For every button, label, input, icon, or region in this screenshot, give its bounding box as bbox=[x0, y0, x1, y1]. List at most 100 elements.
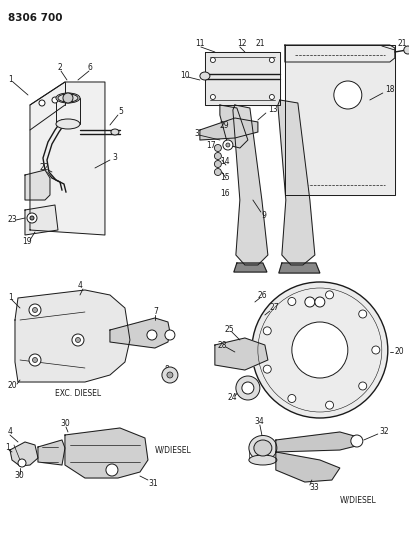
Circle shape bbox=[210, 94, 215, 100]
Ellipse shape bbox=[111, 129, 119, 135]
Text: 21: 21 bbox=[397, 39, 406, 49]
Circle shape bbox=[263, 365, 271, 373]
Polygon shape bbox=[204, 52, 279, 105]
Circle shape bbox=[314, 297, 324, 307]
Text: W/DIESEL: W/DIESEL bbox=[339, 496, 375, 505]
Text: 16: 16 bbox=[219, 189, 229, 198]
Circle shape bbox=[325, 291, 333, 299]
Text: 11: 11 bbox=[194, 39, 204, 49]
Polygon shape bbox=[30, 82, 105, 235]
Circle shape bbox=[263, 327, 271, 335]
Text: 1: 1 bbox=[8, 294, 13, 303]
Text: 2: 2 bbox=[58, 63, 63, 72]
Circle shape bbox=[287, 394, 295, 402]
Circle shape bbox=[371, 346, 379, 354]
Circle shape bbox=[214, 152, 221, 159]
Text: EXC. DIESEL: EXC. DIESEL bbox=[55, 390, 101, 399]
Circle shape bbox=[333, 81, 361, 109]
Text: 1: 1 bbox=[8, 76, 13, 85]
Polygon shape bbox=[219, 105, 247, 148]
Text: 25: 25 bbox=[225, 326, 234, 335]
Polygon shape bbox=[65, 428, 148, 478]
Text: 32: 32 bbox=[379, 427, 389, 437]
Text: 7: 7 bbox=[153, 308, 157, 317]
Text: 34: 34 bbox=[254, 417, 264, 426]
Circle shape bbox=[75, 337, 80, 343]
Text: 4: 4 bbox=[78, 281, 83, 290]
Circle shape bbox=[106, 464, 118, 476]
Circle shape bbox=[27, 213, 37, 223]
Circle shape bbox=[29, 304, 41, 316]
Text: 15: 15 bbox=[219, 173, 229, 182]
Ellipse shape bbox=[248, 435, 276, 461]
Polygon shape bbox=[277, 100, 314, 265]
Circle shape bbox=[52, 97, 58, 103]
Polygon shape bbox=[200, 118, 257, 140]
Circle shape bbox=[350, 435, 362, 447]
Circle shape bbox=[304, 297, 314, 307]
Text: 22: 22 bbox=[40, 163, 49, 172]
Circle shape bbox=[39, 100, 45, 106]
Text: 28: 28 bbox=[217, 341, 227, 350]
Circle shape bbox=[287, 297, 295, 305]
Text: 33: 33 bbox=[309, 483, 319, 492]
Text: W/DIESEL: W/DIESEL bbox=[155, 446, 191, 455]
Text: 21: 21 bbox=[255, 39, 264, 49]
Polygon shape bbox=[25, 170, 50, 200]
Polygon shape bbox=[10, 442, 38, 466]
Text: 13: 13 bbox=[267, 106, 277, 115]
Text: 30: 30 bbox=[60, 419, 70, 429]
Ellipse shape bbox=[56, 93, 80, 103]
Polygon shape bbox=[110, 318, 169, 348]
Polygon shape bbox=[233, 263, 266, 272]
Circle shape bbox=[214, 168, 221, 175]
Text: 12: 12 bbox=[236, 39, 246, 49]
Circle shape bbox=[214, 160, 221, 167]
Ellipse shape bbox=[200, 72, 209, 80]
Polygon shape bbox=[214, 338, 267, 370]
Circle shape bbox=[269, 58, 274, 62]
Text: 24: 24 bbox=[227, 393, 237, 402]
Ellipse shape bbox=[56, 119, 80, 129]
Circle shape bbox=[162, 367, 178, 383]
Polygon shape bbox=[275, 432, 359, 452]
Polygon shape bbox=[278, 263, 319, 273]
Circle shape bbox=[358, 382, 366, 390]
Circle shape bbox=[214, 144, 221, 151]
Text: 14: 14 bbox=[219, 157, 229, 166]
Text: 31: 31 bbox=[148, 479, 157, 488]
Circle shape bbox=[325, 401, 333, 409]
Circle shape bbox=[166, 372, 173, 378]
Circle shape bbox=[403, 46, 409, 54]
Text: 4: 4 bbox=[8, 427, 13, 437]
Text: 29: 29 bbox=[219, 120, 229, 130]
Text: 19: 19 bbox=[22, 238, 31, 246]
Ellipse shape bbox=[58, 94, 78, 102]
Ellipse shape bbox=[253, 440, 271, 456]
Text: 5: 5 bbox=[118, 108, 123, 117]
Text: 20: 20 bbox=[8, 381, 18, 390]
Circle shape bbox=[291, 322, 347, 378]
Text: 6: 6 bbox=[88, 63, 92, 72]
Text: 23: 23 bbox=[8, 215, 18, 224]
Circle shape bbox=[358, 310, 366, 318]
Text: 3: 3 bbox=[112, 154, 117, 163]
Text: 17: 17 bbox=[205, 141, 215, 149]
Circle shape bbox=[29, 354, 41, 366]
Text: 20: 20 bbox=[394, 348, 403, 357]
Circle shape bbox=[146, 330, 157, 340]
Text: 3: 3 bbox=[194, 128, 199, 138]
Circle shape bbox=[72, 334, 84, 346]
Text: 27: 27 bbox=[269, 303, 279, 312]
Text: 9: 9 bbox=[261, 211, 266, 220]
Circle shape bbox=[210, 58, 215, 62]
Circle shape bbox=[32, 358, 37, 362]
Text: 26: 26 bbox=[257, 290, 267, 300]
Text: 18: 18 bbox=[384, 85, 393, 94]
Circle shape bbox=[225, 143, 229, 147]
Ellipse shape bbox=[248, 455, 276, 465]
Text: 8306 700: 8306 700 bbox=[8, 13, 62, 23]
Polygon shape bbox=[15, 290, 130, 382]
Text: 1: 1 bbox=[5, 443, 10, 453]
Circle shape bbox=[241, 382, 253, 394]
